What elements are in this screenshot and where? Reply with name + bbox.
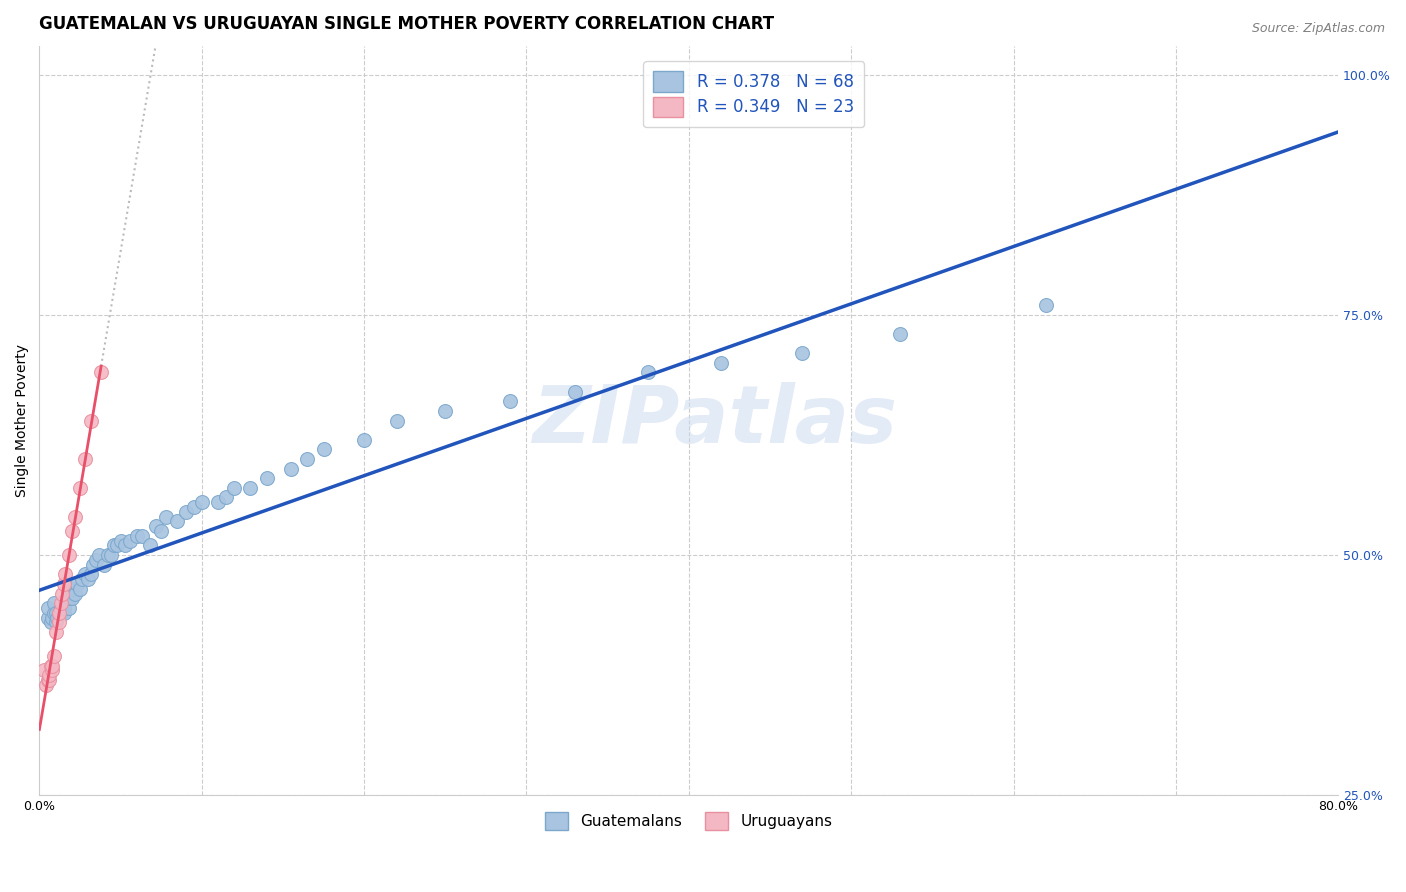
Point	[37, 610, 59, 624]
Point	[89, 548, 111, 562]
Point	[49, 596, 72, 610]
Point	[637, 366, 659, 380]
Point	[103, 539, 125, 553]
Point	[792, 346, 814, 360]
Point	[97, 548, 120, 562]
Point	[39, 658, 62, 673]
Point	[183, 500, 205, 514]
Point	[60, 591, 83, 606]
Point	[45, 625, 67, 640]
Point	[58, 601, 80, 615]
Point	[58, 591, 80, 606]
Point	[41, 658, 63, 673]
Point	[55, 567, 77, 582]
Point	[51, 586, 73, 600]
Point	[38, 673, 60, 687]
Point	[63, 509, 86, 524]
Point	[100, 548, 122, 562]
Point	[280, 461, 302, 475]
Point	[70, 572, 93, 586]
Point	[174, 505, 197, 519]
Point	[48, 615, 70, 630]
Point	[59, 586, 82, 600]
Point	[66, 577, 89, 591]
Point	[56, 591, 79, 606]
Point	[131, 529, 153, 543]
Point	[297, 452, 319, 467]
Point	[45, 615, 67, 630]
Text: GUATEMALAN VS URUGUAYAN SINGLE MOTHER POVERTY CORRELATION CHART: GUATEMALAN VS URUGUAYAN SINGLE MOTHER PO…	[39, 15, 775, 33]
Text: Source: ZipAtlas.com: Source: ZipAtlas.com	[1251, 22, 1385, 36]
Point	[60, 524, 83, 538]
Point	[145, 519, 167, 533]
Point	[35, 678, 58, 692]
Point	[73, 567, 96, 582]
Y-axis label: Single Mother Poverty: Single Mother Poverty	[15, 344, 30, 497]
Point	[105, 539, 128, 553]
Point	[55, 596, 77, 610]
Point	[191, 495, 214, 509]
Point	[499, 394, 522, 409]
Point	[41, 664, 63, 678]
Point	[710, 356, 733, 370]
Point	[353, 433, 375, 447]
Point	[385, 413, 408, 427]
Point	[207, 495, 229, 509]
Point	[256, 471, 278, 485]
Point	[120, 533, 142, 548]
Point	[150, 524, 173, 538]
Point	[80, 413, 103, 427]
Point	[90, 366, 112, 380]
Point	[42, 606, 65, 620]
Point	[52, 601, 75, 615]
Point	[63, 586, 86, 600]
Point	[312, 442, 335, 457]
Point	[155, 509, 177, 524]
Point	[45, 606, 67, 620]
Point	[37, 601, 59, 615]
Point	[84, 553, 107, 567]
Point	[49, 606, 72, 620]
Point	[239, 481, 262, 495]
Point	[69, 481, 91, 495]
Point	[42, 648, 65, 663]
Point	[889, 326, 911, 341]
Point	[93, 558, 115, 572]
Point	[42, 596, 65, 610]
Point	[114, 539, 136, 553]
Text: ZIPatlas: ZIPatlas	[533, 382, 897, 459]
Point	[48, 606, 70, 620]
Point	[37, 673, 59, 687]
Point	[52, 577, 75, 591]
Point	[60, 582, 83, 596]
Point	[1035, 298, 1057, 312]
Point	[32, 664, 55, 678]
Point	[125, 529, 148, 543]
Point	[48, 606, 70, 620]
Point	[110, 533, 132, 548]
Point	[77, 572, 100, 586]
Point	[73, 452, 96, 467]
Point	[51, 596, 73, 610]
Point	[41, 610, 63, 624]
Point	[82, 558, 104, 572]
Point	[69, 582, 91, 596]
Point	[52, 606, 75, 620]
Point	[564, 384, 586, 399]
Point	[139, 539, 162, 553]
Point	[434, 404, 457, 418]
Point	[49, 601, 72, 615]
Point	[80, 567, 103, 582]
Point	[38, 668, 60, 682]
Legend: Guatemalans, Uruguayans: Guatemalans, Uruguayans	[538, 805, 838, 837]
Point	[166, 515, 188, 529]
Point	[39, 615, 62, 630]
Point	[224, 481, 246, 495]
Point	[215, 491, 238, 505]
Point	[46, 610, 69, 624]
Point	[58, 548, 80, 562]
